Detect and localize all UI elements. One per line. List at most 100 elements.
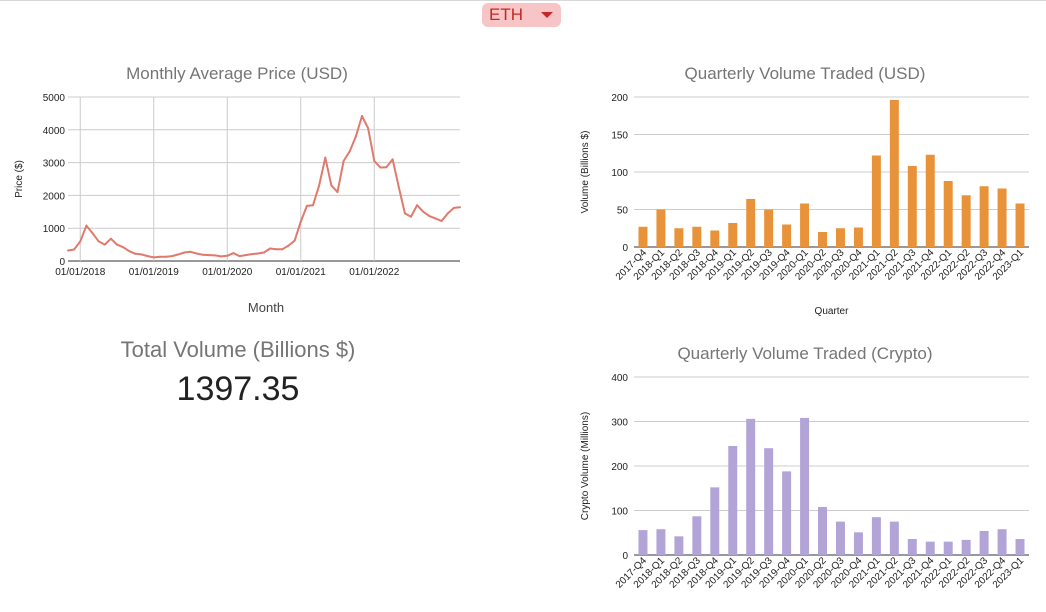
price-point	[85, 224, 88, 227]
crypto-bar	[710, 487, 720, 555]
usd-bar	[871, 155, 881, 247]
crypto-bar	[889, 521, 899, 555]
price-point	[312, 204, 314, 207]
price-y-tick-label: 2000	[43, 191, 66, 202]
usd-bar	[925, 154, 935, 247]
usd-bar	[656, 209, 666, 247]
price-point	[91, 232, 94, 235]
price-point	[305, 204, 308, 207]
price-chart-title: Monthly Average Price (USD)	[126, 64, 348, 83]
crypto-y-tick-label: 200	[611, 462, 628, 473]
crypto-bar	[925, 541, 935, 555]
price-point	[416, 204, 419, 207]
crypto-bar	[835, 521, 845, 555]
price-point	[379, 166, 382, 169]
crypto-y-tick-label: 300	[611, 418, 628, 429]
usd-bar	[943, 181, 953, 247]
price-point	[238, 255, 241, 258]
price-point	[67, 249, 69, 252]
crypto-y-tick-label: 0	[622, 551, 628, 562]
price-point	[410, 215, 412, 218]
price-point	[109, 237, 112, 240]
price-point	[422, 210, 425, 213]
crypto-bar	[853, 532, 863, 555]
price-point	[403, 212, 406, 215]
price-point	[116, 243, 118, 246]
usd-bar	[638, 226, 648, 247]
crypto-bar	[1015, 538, 1025, 555]
crypto-bar	[782, 471, 792, 555]
usd-bar	[674, 228, 684, 247]
price-point	[189, 250, 192, 253]
usd-bar	[710, 230, 720, 247]
price-point	[361, 115, 363, 118]
crypto-bar	[674, 536, 684, 555]
price-point	[214, 254, 216, 257]
usd-bar	[997, 188, 1007, 247]
price-y-tick-label: 5000	[43, 93, 66, 104]
price-point	[367, 127, 370, 130]
price-x-axis-label: Month	[248, 300, 284, 315]
crypto-volume-bar-chart: Quarterly Volume Traded (Crypto) 0 100 200 3…	[580, 344, 1029, 591]
price-x-tick-label: 01/01/2020	[202, 267, 252, 278]
price-point	[299, 220, 302, 223]
price-point	[152, 256, 155, 259]
price-point	[428, 215, 431, 218]
usd-bar	[907, 166, 917, 247]
currency-selector[interactable]: ETH	[482, 3, 561, 27]
price-point	[195, 252, 198, 255]
price-point	[226, 254, 229, 257]
usd-bar	[853, 227, 863, 247]
price-x-tick-label: 01/01/2019	[129, 267, 179, 278]
price-point	[165, 255, 167, 258]
crypto-bar	[728, 445, 738, 555]
price-point	[140, 253, 143, 256]
price-point	[348, 150, 351, 153]
caret-down-icon	[541, 12, 553, 18]
crypto-bar	[943, 541, 953, 555]
usd-bar	[818, 232, 828, 247]
price-point	[256, 252, 259, 255]
usd-bar	[692, 226, 702, 247]
usd-volume-bar-chart: Quarterly Volume Traded (USD) 0 50 100 150 20…	[580, 64, 1029, 317]
price-point	[263, 251, 265, 254]
price-point	[452, 206, 455, 209]
price-point	[103, 243, 106, 246]
price-point	[281, 248, 284, 251]
usd-bar	[979, 186, 989, 247]
price-point	[397, 186, 400, 189]
price-x-tick-label: 01/01/2022	[349, 267, 399, 278]
crypto-bar	[997, 529, 1007, 555]
price-point	[97, 240, 100, 243]
price-point	[250, 253, 253, 256]
crypto-bar	[800, 417, 810, 555]
price-point	[134, 252, 137, 255]
price-point	[324, 156, 327, 159]
total-volume-value: 1397.35	[176, 370, 300, 408]
price-point	[158, 255, 161, 258]
price-point	[122, 246, 125, 249]
price-point	[318, 184, 321, 187]
price-point	[440, 219, 443, 222]
crypto-bar	[692, 516, 702, 555]
price-point	[330, 184, 333, 187]
usd-x-axis-label: Quarter	[815, 306, 850, 317]
price-y-axis-label: Price ($)	[14, 160, 25, 198]
price-y-tick-label: 1000	[43, 224, 66, 235]
price-point	[232, 252, 235, 255]
crypto-bar	[979, 530, 989, 555]
price-point	[459, 206, 461, 209]
total-volume-title: Total Volume (Billions $)	[120, 337, 356, 362]
price-point	[201, 253, 204, 256]
price-point	[275, 248, 278, 251]
price-point	[207, 254, 210, 257]
usd-y-axis-label: Volume (Billions $)	[580, 131, 591, 214]
crypto-bar	[746, 418, 756, 555]
price-point	[336, 191, 339, 194]
crypto-bar	[818, 506, 828, 555]
price-point	[293, 239, 296, 242]
price-point	[220, 255, 223, 258]
price-y-tick-label: 4000	[43, 126, 66, 137]
usd-bar	[800, 203, 810, 247]
price-line-chart: Monthly Average Price (USD) 0 1000 2000 3000…	[14, 64, 461, 315]
